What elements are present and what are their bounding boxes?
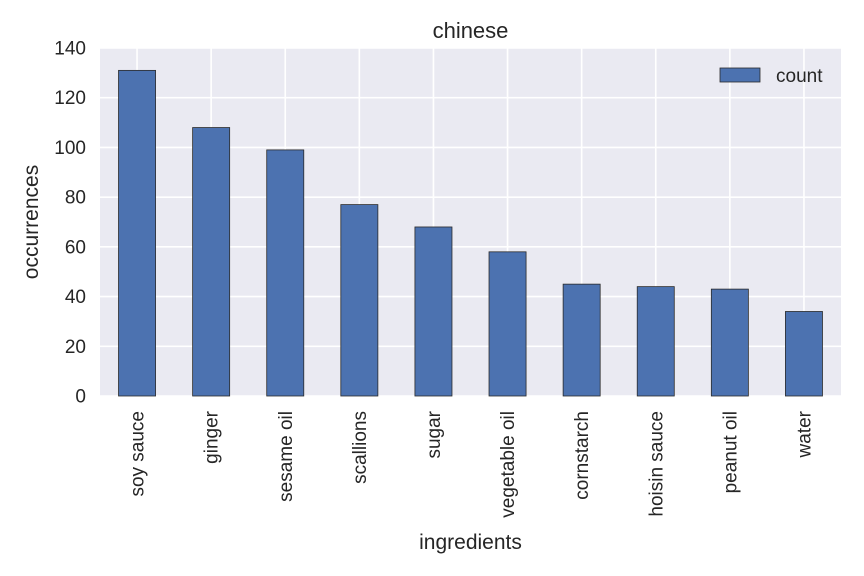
bar-cornstarch [562,283,601,397]
y-tick-label: 40 [65,287,86,308]
bar-sesame-oil [266,149,305,397]
x-tick-label: sugar [424,410,445,458]
chart-title: chinese [433,18,509,43]
x-axis-title: ingredients [419,531,522,554]
y-tick-label: 20 [65,337,86,358]
y-tick-labels: 0 20 40 60 80 100 120 140 [54,39,86,408]
bar-water [785,311,823,397]
x-tick-label: scallions [350,411,371,484]
y-tick-label: 80 [65,188,86,209]
bar-scallions [340,204,379,397]
y-axis-title: occurrences [20,165,43,279]
x-tick-label: vegetable oil [498,411,519,518]
legend-label: count [776,66,823,87]
x-tick-label: peanut oil [720,411,741,493]
y-tick-label: 60 [65,237,86,258]
legend: count [719,66,823,87]
x-tick-label: ginger [202,410,223,463]
x-tick-labels: soy sauce ginger sesame oil scallions sugar v… [128,410,816,517]
x-tick-label: sesame oil [276,411,297,502]
bar-hoisin-sauce [636,286,675,397]
x-tick-label: cornstarch [572,411,593,500]
bar-vegetable-oil [488,251,527,397]
y-tick-label: 120 [54,88,86,109]
bar-soy-sauce [118,69,156,397]
bar-ginger [192,127,231,397]
bars [118,69,823,397]
y-tick-label: 100 [54,138,86,159]
legend-swatch [719,67,761,83]
bar-peanut-oil [710,288,749,397]
bar-sugar [414,226,453,397]
y-tick-label: 140 [54,39,86,60]
x-tick-label: hoisin sauce [646,411,667,517]
x-tick-label: water [794,410,815,458]
x-tick-label: soy sauce [128,411,149,497]
y-tick-label: 0 [75,387,86,408]
